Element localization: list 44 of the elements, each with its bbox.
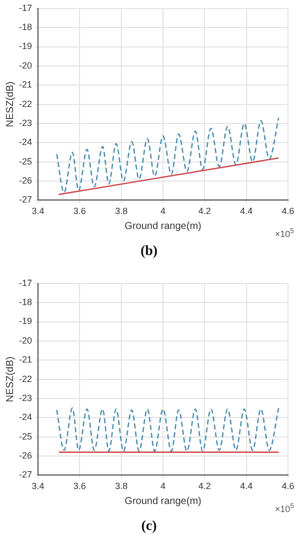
y-tick-label: -17 [18,2,32,13]
y-tick-label: -21 [18,354,32,365]
x-tick-label: 3.8 [115,206,128,216]
y-tick-label: -27 [18,470,32,480]
y-tick-label: -26 [18,450,32,461]
y-tick-label: -22 [18,374,32,384]
y-tick-label: -17 [18,278,32,288]
y-tick-label: -19 [18,41,32,52]
y-tick-label: -24 [18,412,32,422]
line-series [56,407,280,452]
y-tick-label: -20 [18,60,32,70]
y-tick-label: -23 [18,118,32,128]
text: (b) [139,244,159,260]
y-tick-label: -18 [18,22,32,32]
x-tick-label: 3.4 [32,206,44,216]
y-tick-label: -20 [18,335,32,346]
y-tick-label: -27 [18,194,32,205]
x-tick-label: 4.4 [240,206,253,216]
x-axis-title: Ground range(m) [124,220,202,232]
y-tick-label: -18 [18,297,32,308]
y-tick-label: -23 [18,392,32,403]
line-series [56,117,280,194]
x-tick-label: 4.2 [198,481,211,492]
y-tick-label: -26 [18,176,32,186]
y-tick-label: -21 [18,80,32,90]
x-tick-label: 3.8 [115,481,128,492]
x-tick-label: 4 [160,481,166,492]
y-tick-label: -25 [18,431,32,442]
x-tick-label: 4 [160,206,166,216]
y-tick-label: -19 [18,316,32,326]
x-tick-label: 4.2 [198,206,211,216]
x-tick-label: 3.6 [73,206,86,216]
text: (c) [140,519,158,535]
y-tick-label: -22 [18,98,32,109]
y-tick-label: -25 [18,156,32,166]
x-tick-label: 3.6 [73,481,86,492]
x-axis-title: Ground range(m) [124,496,202,507]
y-axis-title: NESZ(dB) [4,82,16,128]
x-tick-label: 4.6 [282,206,294,216]
x-tick-label: 3.4 [32,481,44,492]
y-tick-label: -24 [18,137,32,148]
x-tick-label: 4.6 [282,481,294,492]
y-axis-title: NESZ(dB) [4,356,16,402]
x-tick-label: 4.4 [240,481,253,492]
